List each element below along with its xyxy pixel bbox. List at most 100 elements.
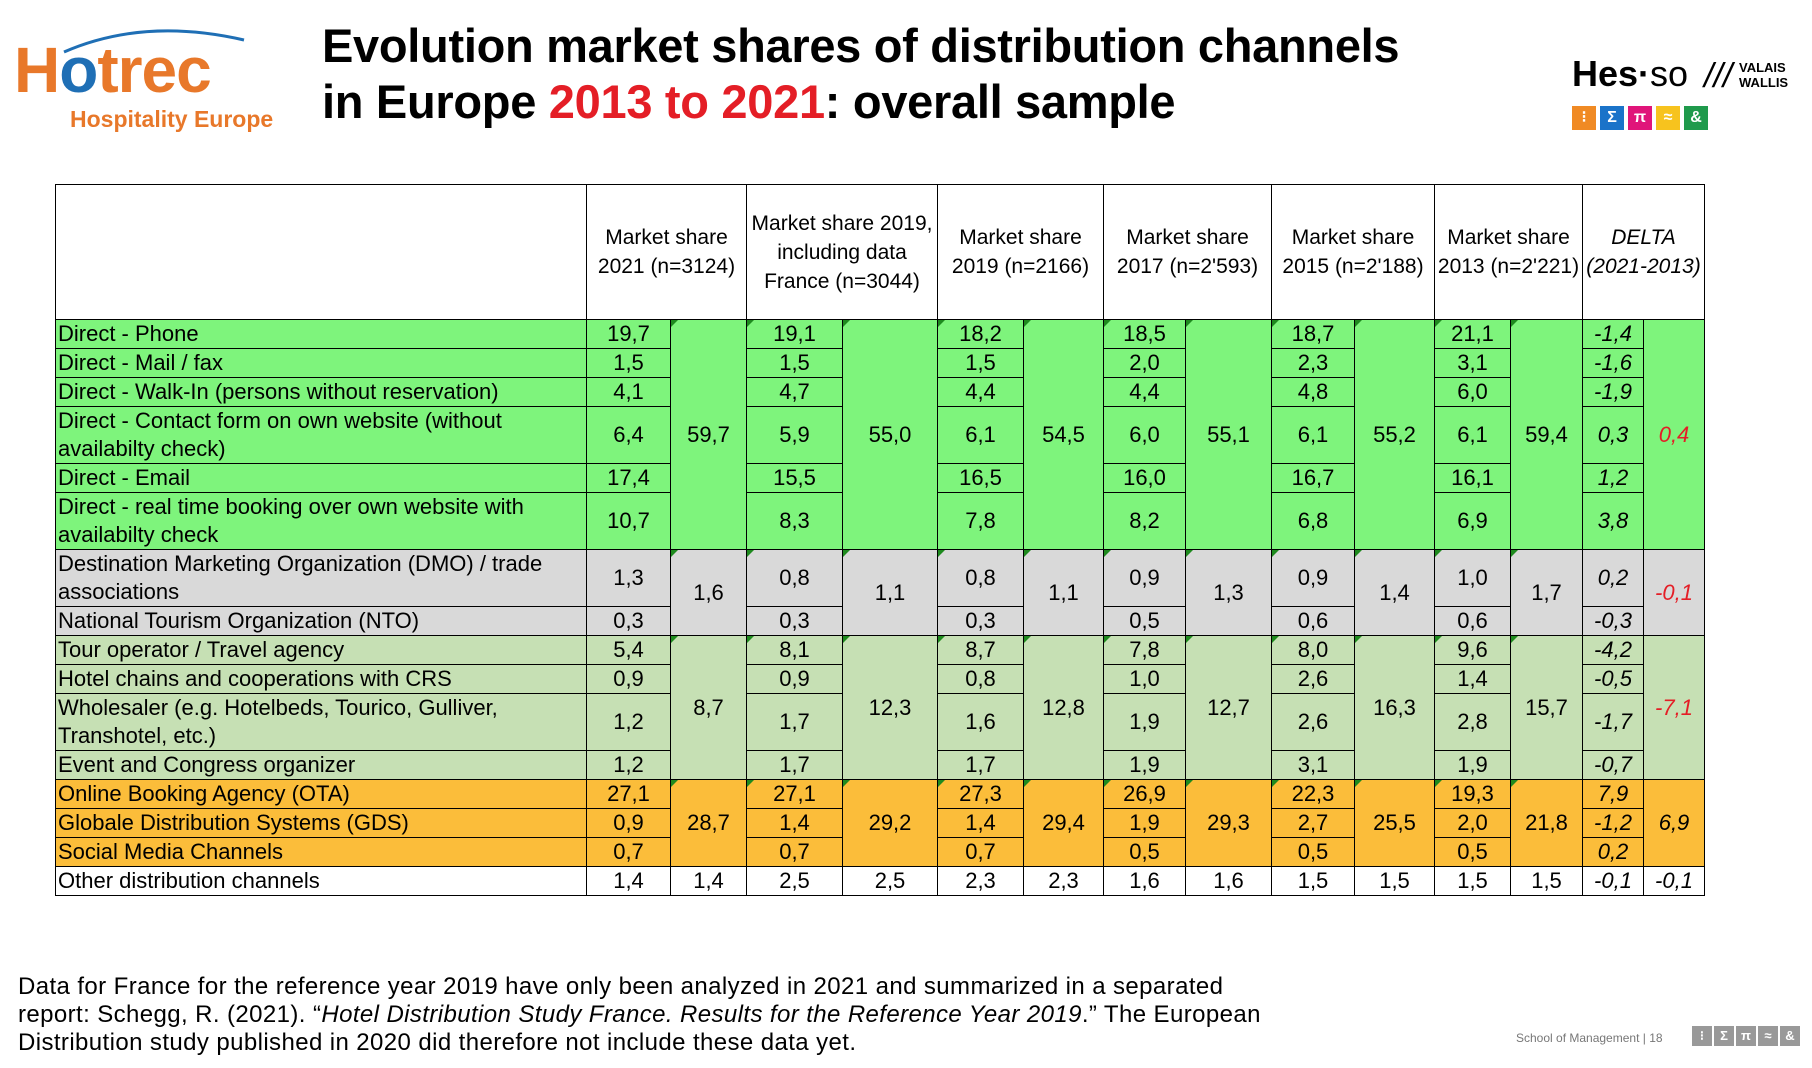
- subtotal-cell: 8,7: [670, 635, 747, 780]
- value-cell: 0,5: [1271, 837, 1355, 867]
- value-cell: 8,3: [746, 492, 843, 550]
- title-line-2-post: : overall sample: [824, 75, 1176, 128]
- title-years: 2013 to 2021: [548, 75, 825, 128]
- footnote-line-1: Data for France for the reference year 2…: [18, 973, 1224, 1000]
- subtotal-cell: 1,4: [1354, 549, 1435, 636]
- value-cell: 8,2: [1103, 492, 1186, 550]
- logo-swoosh-icon: [63, 29, 245, 54]
- subtotal-cell: 1,6: [670, 549, 747, 636]
- value-cell: 2,5: [746, 866, 843, 896]
- delta-total-cell: -7,1: [1643, 635, 1705, 780]
- value-cell: 6,0: [1103, 406, 1186, 464]
- table-row: Globale Distribution Systems (GDS) 0,9 1,4…: [55, 808, 1705, 838]
- header-2021: Market share 2021 (n=3124): [586, 184, 747, 320]
- value-cell: 27,3: [937, 779, 1024, 809]
- table-row: Direct - Walk-In (persons without reserv…: [55, 377, 1705, 407]
- delta-cell: 1,2: [1582, 463, 1644, 493]
- subtotal-cell: 1,5: [1510, 866, 1583, 896]
- subtotal-cell: 12,3: [842, 635, 938, 780]
- value-cell: 0,9: [1103, 549, 1186, 607]
- value-cell: 1,5: [937, 348, 1024, 378]
- value-cell: 0,9: [1271, 549, 1355, 607]
- value-cell: 3,1: [1271, 750, 1355, 780]
- footer-logo-icon: &: [1780, 1026, 1800, 1046]
- subtotal-cell: 16,3: [1354, 635, 1435, 780]
- value-cell: 2,7: [1271, 808, 1355, 838]
- subtotal-cell: 1,4: [670, 866, 747, 896]
- delta-cell: -0,7: [1582, 750, 1644, 780]
- value-cell: 2,3: [1271, 348, 1355, 378]
- row-label: Other distribution channels: [55, 866, 587, 896]
- value-cell: 1,4: [937, 808, 1024, 838]
- delta-cell: -0,3: [1582, 606, 1644, 636]
- value-cell: 0,6: [1434, 606, 1511, 636]
- delta-cell: 7,9: [1582, 779, 1644, 809]
- value-cell: 0,3: [746, 606, 843, 636]
- value-cell: 2,6: [1271, 693, 1355, 751]
- row-label: Hotel chains and cooperations with CRS: [55, 664, 587, 694]
- hotrec-subtitle: Hospitality Europe: [70, 106, 274, 132]
- subtotal-cell: 12,7: [1185, 635, 1272, 780]
- row-label: Direct - real time booking over own webs…: [55, 492, 587, 550]
- value-cell: 2,8: [1434, 693, 1511, 751]
- value-cell: 7,8: [937, 492, 1024, 550]
- value-cell: 10,7: [586, 492, 671, 550]
- hes-so-wordmark: Hes·so: [1572, 54, 1688, 94]
- market-share-table: Market share 2021 (n=3124) Market share …: [55, 184, 1705, 896]
- value-cell: 0,7: [746, 837, 843, 867]
- value-cell: 0,7: [937, 837, 1024, 867]
- value-cell: 2,0: [1103, 348, 1186, 378]
- header-corner: [55, 184, 587, 320]
- value-cell: 18,2: [937, 319, 1024, 349]
- hes-logo-icon: ≈: [1656, 106, 1680, 130]
- hes-logo-icon: Σ: [1600, 106, 1624, 130]
- table-row: Destination Marketing Organization (DMO)…: [55, 549, 1705, 636]
- row-label: Event and Congress organizer: [55, 750, 587, 780]
- page-title: Evolution market shares of distribution …: [322, 18, 1400, 130]
- hes-slashes: ///: [1704, 57, 1733, 95]
- delta-cell: -1,9: [1582, 377, 1644, 407]
- hes-so-text: so: [1650, 53, 1689, 94]
- value-cell: 19,7: [586, 319, 671, 349]
- delta-cell: -4,2: [1582, 635, 1644, 665]
- delta-cell: -0,5: [1582, 664, 1644, 694]
- value-cell: 18,5: [1103, 319, 1186, 349]
- value-cell: 2,3: [937, 866, 1024, 896]
- value-cell: 22,3: [1271, 779, 1355, 809]
- subtotal-cell: 1,7: [1510, 549, 1583, 636]
- value-cell: 16,1: [1434, 463, 1511, 493]
- subtotal-cell: 59,4: [1510, 319, 1583, 550]
- hes-logo-icon: π: [1628, 106, 1652, 130]
- value-cell: 6,9: [1434, 492, 1511, 550]
- subtotal-cell: 21,8: [1510, 779, 1583, 867]
- subtotal-cell: 55,1: [1185, 319, 1272, 550]
- table-row: Direct - Mail / fax 1,5 1,5 1,5 2,0 2,3 3,1 -1,…: [55, 348, 1705, 378]
- table-row: Direct - Email 17,4 15,5 16,5 16,0 16,7 16,1 1,…: [55, 463, 1705, 493]
- value-cell: 1,6: [1103, 866, 1186, 896]
- header-2017: Market share 2017 (n=2'593): [1103, 184, 1272, 320]
- value-cell: 4,7: [746, 377, 843, 407]
- value-cell: 8,7: [937, 635, 1024, 665]
- value-cell: 0,5: [1103, 837, 1186, 867]
- value-cell: 2,6: [1271, 664, 1355, 694]
- value-cell: 16,0: [1103, 463, 1186, 493]
- subtotal-cell: 55,2: [1354, 319, 1435, 550]
- table-row: Other distribution channels 1,4 1,4 2,5 2,5 2…: [55, 866, 1705, 896]
- value-cell: 1,4: [746, 808, 843, 838]
- row-label: Direct - Walk-In (persons without reserv…: [55, 377, 587, 407]
- value-cell: 0,7: [586, 837, 671, 867]
- footnote: Data for France for the reference year 2…: [18, 973, 1261, 1057]
- delta-cell: 0,2: [1582, 549, 1644, 607]
- footer-logo-icon: π: [1736, 1026, 1756, 1046]
- value-cell: 0,8: [746, 549, 843, 607]
- value-cell: 1,9: [1103, 693, 1186, 751]
- value-cell: 8,1: [746, 635, 843, 665]
- value-cell: 19,3: [1434, 779, 1511, 809]
- value-cell: 4,1: [586, 377, 671, 407]
- subtotal-cell: 28,7: [670, 779, 747, 867]
- table-row: Direct - Phone 19,7 59,7 19,1 55,0 18,2 54,5 18…: [55, 319, 1705, 550]
- delta-total-cell: 0,4: [1643, 319, 1705, 550]
- value-cell: 0,3: [586, 606, 671, 636]
- subtotal-cell: 2,5: [842, 866, 938, 896]
